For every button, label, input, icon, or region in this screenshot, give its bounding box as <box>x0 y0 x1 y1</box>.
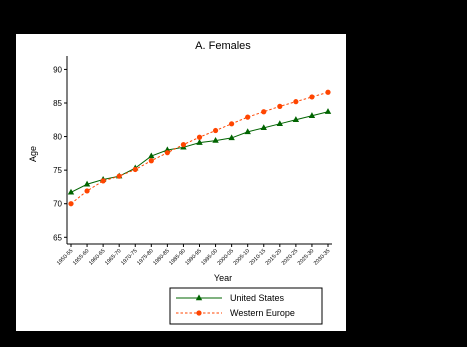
x-tick-label: 1960-65 <box>88 248 107 267</box>
legend-marker-0 <box>195 294 203 301</box>
series-point-1 <box>164 150 170 156</box>
legend: United States Western Europe <box>169 287 323 325</box>
series-point-1 <box>309 94 315 100</box>
series-point-1 <box>132 166 138 173</box>
series-point-0 <box>196 139 203 145</box>
series-point-1 <box>212 127 219 134</box>
series-point-1 <box>68 201 74 207</box>
series-point-1 <box>100 178 106 184</box>
y-tick-label: 75 <box>53 166 62 175</box>
x-tick-label: 2000-05 <box>217 248 236 267</box>
x-tick-label: 2030-35 <box>313 248 332 267</box>
y-tick-label: 65 <box>53 233 62 242</box>
series-point-0 <box>292 116 300 122</box>
series-line-1 <box>70 91 329 205</box>
series-point-0 <box>212 137 219 143</box>
series-point-0 <box>228 134 235 141</box>
series-point-0 <box>83 180 91 187</box>
series-point-1 <box>261 109 267 115</box>
series-point-1 <box>245 114 251 120</box>
x-axis-label: Year <box>214 273 232 283</box>
chart-title: A. Females <box>195 40 251 52</box>
series-point-0 <box>67 188 75 195</box>
series-point-1 <box>325 89 331 95</box>
x-tick-label: 1985-90 <box>168 248 187 267</box>
x-tick-label: 1970-75 <box>120 248 139 267</box>
series-point-1 <box>196 134 203 140</box>
series-point-1 <box>277 103 283 109</box>
x-tick-label: 1975-80 <box>136 248 155 267</box>
x-tick-label: 2020-25 <box>281 248 300 267</box>
series-point-0 <box>308 112 316 118</box>
legend-box <box>169 287 323 325</box>
x-tick-label: 1990-95 <box>184 248 203 267</box>
x-tick-label: 1965-70 <box>104 248 123 267</box>
series-point-0 <box>324 108 332 114</box>
x-tick-label: 2010-15 <box>249 248 268 267</box>
series-point-0 <box>148 152 155 159</box>
series-point-0 <box>260 124 267 131</box>
series-point-0 <box>276 120 284 127</box>
y-tick-label: 70 <box>53 200 62 209</box>
legend-label-1: Western Europe <box>230 308 295 318</box>
x-tick-label: 2005-10 <box>233 248 252 267</box>
x-tick-label: 2015-20 <box>265 248 284 267</box>
y-axis-label: Age <box>28 146 38 162</box>
x-tick-label: 2025-30 <box>297 248 316 267</box>
series-line-0 <box>70 111 329 193</box>
x-tick-label: 1995-00 <box>200 248 219 267</box>
plot-area: 65 70 75 80 85 90 1950-551955-601960-651965-70… <box>53 56 332 267</box>
chart-frame: A. Females 65 70 75 80 85 90 1950-55 1955-60 196… <box>16 34 346 331</box>
y-tick-label: 90 <box>53 65 62 74</box>
series-point-1 <box>84 188 90 194</box>
series-point-1 <box>148 158 154 164</box>
legend-label-0: United States <box>230 293 285 303</box>
chart: A. Females 6570758085901950-551955-60196… <box>28 40 332 325</box>
series-point-1 <box>116 173 122 179</box>
series-point-1 <box>180 142 187 148</box>
series-point-0 <box>244 128 251 135</box>
series-point-1 <box>293 99 299 105</box>
x-tick-label: 1950-55 <box>56 248 75 267</box>
series-point-1 <box>229 121 235 127</box>
y-tick-label: 80 <box>53 133 62 142</box>
y-tick-label: 85 <box>53 99 62 108</box>
legend-marker-1 <box>196 310 202 316</box>
x-tick-label: 1980-85 <box>152 248 171 267</box>
x-tick-label: 1955-60 <box>72 248 91 267</box>
